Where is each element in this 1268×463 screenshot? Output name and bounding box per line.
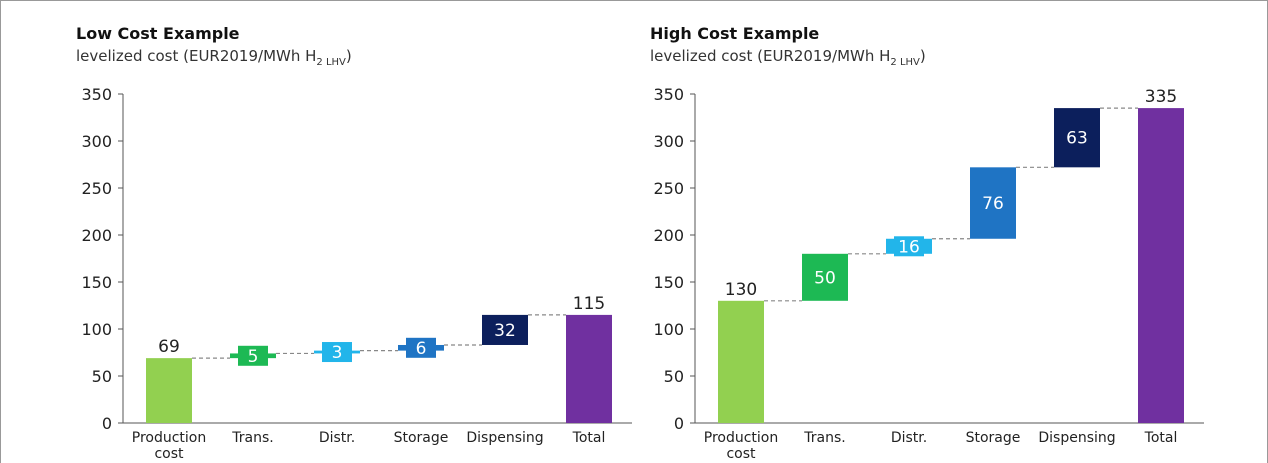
bar-label-box — [406, 337, 436, 358]
y-tick-label: 0 — [674, 414, 684, 433]
bar — [146, 358, 192, 423]
bar — [566, 314, 612, 423]
subtitle-subscript: 2 — [316, 57, 323, 68]
y-tick-label: 200 — [653, 226, 684, 245]
bar-value-label: 130 — [725, 280, 757, 300]
x-category-label: Distr. — [319, 430, 355, 446]
y-tick-label: 50 — [664, 367, 684, 386]
y-tick-label: 300 — [81, 132, 112, 151]
y-tick-label: 150 — [81, 273, 112, 292]
x-category-label: cost — [154, 446, 184, 462]
bar — [802, 253, 848, 301]
bar-value-label: 335 — [1145, 87, 1177, 107]
y-tick-label: 150 — [653, 273, 684, 292]
bar-label-box — [894, 236, 924, 257]
y-tick-label: 350 — [81, 85, 112, 104]
y-tick-label: 0 — [102, 414, 112, 433]
bar-value-label: 3 — [332, 343, 343, 363]
y-tick-label: 350 — [653, 85, 684, 104]
bar-value-label: 50 — [814, 268, 836, 288]
low-cost-panel: Low Cost Example levelized cost (EUR2019… — [76, 24, 632, 462]
chart-subtitle: levelized cost (EUR2019/MWh H2 LHV) — [650, 47, 926, 68]
subtitle-lhv: LHV — [325, 57, 346, 68]
bar-value-label: 69 — [158, 337, 180, 357]
bar — [1138, 108, 1184, 423]
bar-value-label: 16 — [898, 237, 920, 257]
bar-value-label: 63 — [1066, 129, 1088, 149]
subtitle-text: levelized cost (EUR2019/MWh H — [650, 47, 891, 65]
subtitle-end: ) — [919, 47, 926, 65]
x-category-label: Dispensing — [466, 430, 543, 446]
x-category-label: cost — [726, 446, 756, 462]
chart-title: High Cost Example — [650, 24, 820, 43]
x-category-label: Storage — [966, 430, 1021, 446]
subtitle-lhv: LHV — [899, 57, 920, 68]
x-category-label: Trans. — [803, 430, 845, 446]
chart-title: Low Cost Example — [76, 24, 240, 43]
subtitle-subscript: 2 — [890, 57, 897, 68]
bar-label-box — [322, 342, 352, 363]
bar-value-label: 115 — [573, 294, 605, 314]
y-tick-label: 100 — [653, 320, 684, 339]
chart-subtitle: levelized cost (EUR2019/MWh H2 LHV) — [76, 47, 352, 68]
y-tick-label: 200 — [81, 226, 112, 245]
x-category-label: Dispensing — [1038, 430, 1115, 446]
bar-value-label: 5 — [248, 347, 259, 367]
x-category-label: Production — [132, 430, 206, 446]
x-category-label: Total — [572, 430, 606, 446]
x-category-label: Distr. — [891, 430, 927, 446]
y-tick-label: 250 — [653, 179, 684, 198]
bar-value-label: 32 — [494, 321, 516, 341]
high-cost-panel: High Cost Example levelized cost (EUR201… — [634, 0, 1268, 463]
y-tick-label: 250 — [81, 179, 112, 198]
bar — [970, 167, 1016, 239]
bar — [718, 300, 764, 423]
x-category-label: Total — [1144, 430, 1178, 446]
y-tick-label: 100 — [81, 320, 112, 339]
x-category-label: Trans. — [231, 430, 273, 446]
y-tick-label: 50 — [92, 367, 112, 386]
bar-value-label: 6 — [416, 339, 427, 359]
x-category-label: Production — [704, 430, 778, 446]
subtitle-end: ) — [345, 47, 352, 65]
bar — [482, 314, 528, 345]
subtitle-text: levelized cost (EUR2019/MWh H — [76, 47, 317, 65]
x-category-label: Storage — [394, 430, 449, 446]
y-tick-label: 300 — [653, 132, 684, 151]
bar — [1054, 108, 1100, 168]
bar-value-label: 76 — [982, 194, 1004, 214]
bar-label-box — [238, 345, 268, 366]
